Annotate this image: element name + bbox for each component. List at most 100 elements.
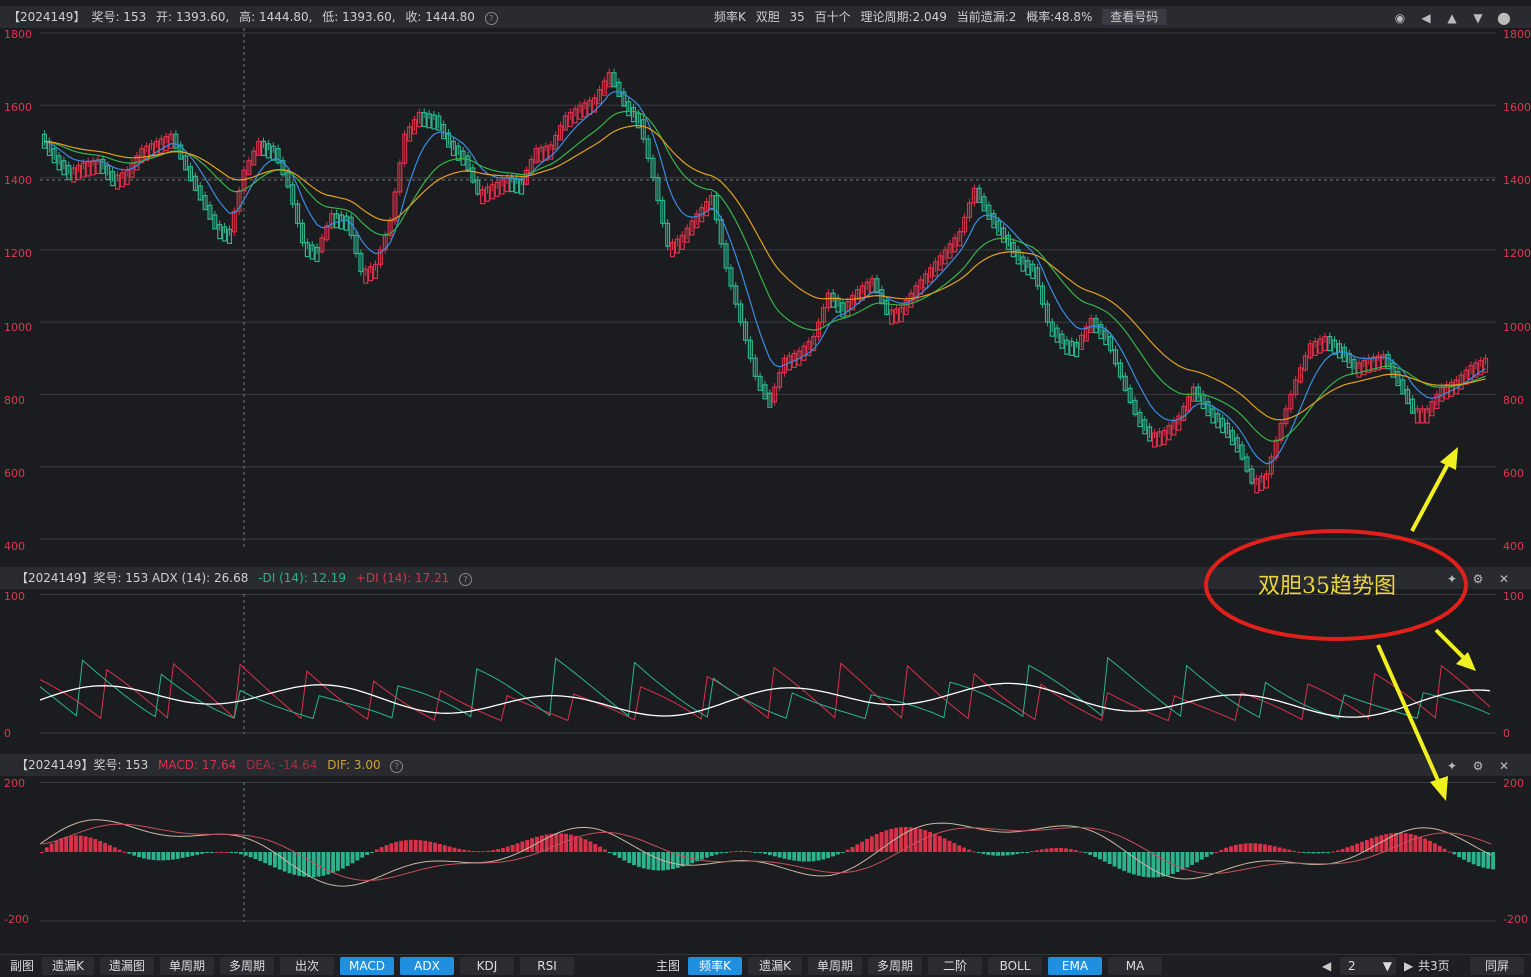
macd-histogram-bar <box>505 846 510 852</box>
sub-btn-kdj[interactable]: KDJ <box>460 957 514 975</box>
sub-btn-adx[interactable]: ADX <box>400 957 454 975</box>
main-btn-single-period[interactable]: 单周期 <box>808 957 862 975</box>
candle <box>1083 326 1089 342</box>
candle <box>738 303 744 323</box>
macd-histogram-bar <box>316 852 321 877</box>
candle <box>470 167 476 183</box>
candle <box>236 190 242 212</box>
next-page-icon[interactable]: ▶ <box>1404 959 1414 973</box>
settings-icon[interactable]: ⚙ <box>1472 758 1484 773</box>
main-btn-omission-k[interactable]: 遗漏K <box>748 957 802 975</box>
macd-chart[interactable] <box>40 782 1496 922</box>
candle <box>957 231 963 247</box>
sync-screen-button[interactable]: 同屏 <box>1470 957 1524 975</box>
low-value: 低: 1393.60, <box>322 10 396 24</box>
candle <box>260 140 267 157</box>
main-btn-second-order[interactable]: 二阶 <box>928 957 982 975</box>
info-number: 35 <box>789 10 805 24</box>
macd-histogram-bar <box>1277 847 1282 852</box>
pin-icon[interactable]: ✦ <box>1446 758 1458 773</box>
macd-histogram-bar <box>297 852 302 876</box>
annotation-label: 双胆35趋势图 <box>1258 574 1396 599</box>
macd-histogram-bar <box>685 852 690 865</box>
macd-histogram-bar <box>598 846 602 852</box>
macd-histogram-bar <box>418 840 423 852</box>
macd-histogram-bar <box>777 852 782 858</box>
candle <box>144 145 150 161</box>
candle <box>114 174 120 190</box>
macd-histogram-bar <box>117 849 122 852</box>
back-icon[interactable]: ◀ <box>1421 10 1431 25</box>
candle <box>645 138 651 159</box>
adx-chart[interactable] <box>40 594 1496 734</box>
sub-btn-omission-k[interactable]: 遗漏K <box>42 957 94 975</box>
candle <box>665 222 671 247</box>
candle <box>426 113 432 129</box>
help-icon[interactable]: ? <box>459 573 473 586</box>
candle <box>465 155 471 171</box>
sub-btn-single-period[interactable]: 单周期 <box>160 957 214 975</box>
candle <box>777 372 783 388</box>
main-btn-boll[interactable]: BOLL <box>988 957 1042 975</box>
macd-histogram-bar <box>709 852 714 857</box>
candle <box>1049 321 1055 337</box>
macd-histogram-bar <box>1384 834 1389 852</box>
candle <box>416 111 422 128</box>
sub-btn-draws[interactable]: 出次 <box>280 957 334 975</box>
candle <box>767 392 773 408</box>
candlestick-chart[interactable] <box>40 28 1496 548</box>
macd-histogram-bar <box>452 847 457 852</box>
candle <box>100 158 106 175</box>
candle <box>85 161 91 177</box>
main-btn-ema[interactable]: EMA <box>1048 957 1102 975</box>
up-icon[interactable]: ▲ <box>1447 10 1457 25</box>
main-btn-frequency-k[interactable]: 频率K <box>688 957 742 975</box>
candle <box>567 111 573 128</box>
down-icon[interactable]: ▼ <box>1473 10 1483 25</box>
candle <box>1341 346 1347 363</box>
macd-histogram-bar <box>277 852 282 870</box>
main-btn-multi-period[interactable]: 多周期 <box>868 957 922 975</box>
adx-panel-icons: ✦ ⚙ ✕ <box>1439 567 1517 589</box>
help-icon[interactable]: ? <box>390 760 404 773</box>
candle <box>475 179 481 195</box>
close-icon[interactable]: ✕ <box>1498 571 1510 586</box>
candle <box>1132 399 1138 416</box>
candle <box>1244 456 1250 472</box>
prev-page-icon[interactable]: ◀ <box>1322 959 1332 973</box>
annotation-circle <box>1204 529 1468 641</box>
settings-icon[interactable]: ⚙ <box>1472 571 1484 586</box>
candle <box>596 89 602 105</box>
macd-histogram-bar <box>408 839 413 852</box>
sub-btn-omission-chart[interactable]: 遗漏图 <box>100 957 154 975</box>
page-select[interactable]: 2 ▼ <box>1340 957 1396 975</box>
sub-btn-rsi[interactable]: RSI <box>520 957 574 975</box>
macd-histogram-bar <box>78 835 83 852</box>
macd-histogram-bar <box>1428 840 1432 852</box>
macd-histogram-bar <box>1005 852 1010 856</box>
macd-histogram-bar <box>962 847 966 852</box>
view-numbers-button[interactable]: 查看号码 <box>1102 9 1167 25</box>
macd-histogram-bar <box>1345 847 1350 852</box>
candle <box>494 181 500 197</box>
axis-tick: 1400 <box>1503 174 1531 187</box>
expand-icon[interactable]: ⬤ <box>1497 10 1511 25</box>
candle <box>519 179 525 195</box>
close-icon[interactable]: ✕ <box>1498 758 1510 773</box>
macd-histogram-bar <box>93 839 98 852</box>
candle <box>635 113 641 129</box>
sub-btn-multi-period[interactable]: 多周期 <box>220 957 274 975</box>
sub-btn-macd[interactable]: MACD <box>340 957 394 975</box>
macd-histogram-bar <box>704 852 709 858</box>
macd-histogram-bar <box>758 852 763 853</box>
pin-icon[interactable]: ✦ <box>1446 571 1458 586</box>
candle <box>139 148 145 164</box>
draw-tool-icon[interactable]: ◉ <box>1394 10 1406 25</box>
macd-histogram-bar <box>1161 852 1165 877</box>
macd-histogram-bar <box>1000 852 1005 856</box>
candle <box>343 215 349 231</box>
help-icon[interactable]: ? <box>484 12 498 25</box>
main-btn-ma[interactable]: MA <box>1108 957 1162 975</box>
macd-histogram-bar <box>467 850 471 852</box>
candle <box>908 292 914 308</box>
